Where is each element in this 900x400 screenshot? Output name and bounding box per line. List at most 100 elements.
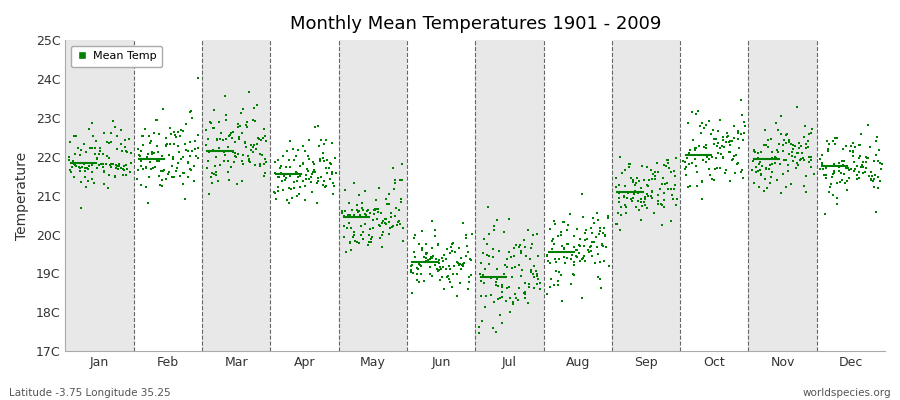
Point [846, 168, 860, 175]
Point [664, 218, 679, 224]
Point [373, 235, 387, 241]
Point [758, 176, 772, 182]
Point [847, 159, 861, 165]
Point [110, 146, 124, 152]
Point [814, 152, 829, 158]
Point [271, 174, 285, 180]
Point [577, 252, 591, 259]
Point [246, 117, 260, 123]
Point [524, 269, 538, 276]
Point [509, 294, 524, 301]
Point [727, 153, 742, 159]
Point [749, 169, 763, 176]
Point [320, 183, 334, 189]
Point [565, 271, 580, 277]
Point [778, 139, 793, 146]
Point [572, 250, 586, 256]
Point [239, 122, 254, 128]
Point [181, 159, 195, 165]
Point [292, 190, 306, 197]
Point [299, 176, 313, 182]
Point [627, 182, 642, 188]
Point [301, 168, 315, 174]
Point [626, 179, 641, 186]
Point [143, 140, 157, 146]
Point [344, 246, 358, 253]
Point [251, 136, 266, 142]
Point [866, 177, 880, 184]
Point [83, 145, 97, 152]
Point [776, 148, 790, 154]
Point [69, 162, 84, 169]
Point [219, 117, 233, 123]
Point [707, 166, 722, 172]
Point [314, 174, 328, 181]
Point [452, 244, 466, 251]
Point [704, 131, 718, 138]
Point [559, 227, 573, 233]
Point [392, 207, 407, 213]
Point [555, 219, 570, 226]
Point [85, 120, 99, 127]
Point [428, 262, 443, 268]
Point [768, 160, 782, 167]
Point [141, 174, 156, 180]
Point [235, 129, 249, 136]
Point [616, 194, 631, 200]
Point [544, 238, 559, 244]
Point [373, 223, 387, 229]
Point [770, 156, 785, 162]
Point [302, 156, 316, 163]
Point [241, 156, 256, 162]
Point [647, 169, 662, 176]
Point [436, 264, 451, 270]
Point [396, 225, 410, 231]
Point [640, 205, 654, 212]
Point [152, 173, 166, 179]
Point [371, 206, 385, 212]
Point [763, 174, 778, 180]
Point [326, 191, 340, 198]
Point [216, 137, 230, 143]
Point [791, 140, 806, 147]
Point [395, 161, 410, 167]
Point [773, 190, 788, 196]
Point [219, 136, 233, 142]
Point [454, 266, 469, 272]
Point [64, 168, 78, 175]
Point [232, 134, 247, 140]
Point [258, 138, 273, 144]
Point [250, 135, 265, 142]
Point [547, 218, 562, 224]
Point [86, 168, 100, 175]
Point [117, 166, 131, 173]
Point [76, 161, 91, 168]
Point [713, 165, 727, 171]
Point [682, 150, 697, 156]
Point [453, 279, 467, 286]
Point [531, 276, 545, 282]
Point [753, 171, 768, 178]
Point [759, 165, 773, 171]
Point [62, 167, 77, 173]
Point [827, 170, 842, 176]
Point [269, 196, 284, 202]
Point [777, 136, 791, 143]
Point [256, 126, 271, 133]
Point [337, 213, 351, 219]
Point [499, 262, 513, 268]
Point [608, 175, 623, 181]
Point [252, 161, 266, 168]
Point [823, 141, 837, 147]
Point [699, 154, 714, 160]
Point [454, 254, 468, 261]
Point [585, 230, 599, 236]
Point [706, 126, 720, 133]
Point [864, 177, 878, 183]
Point [735, 112, 750, 118]
Point [268, 171, 283, 178]
Point [368, 207, 382, 214]
Point [523, 256, 537, 262]
Point [570, 226, 584, 232]
Point [217, 158, 231, 164]
